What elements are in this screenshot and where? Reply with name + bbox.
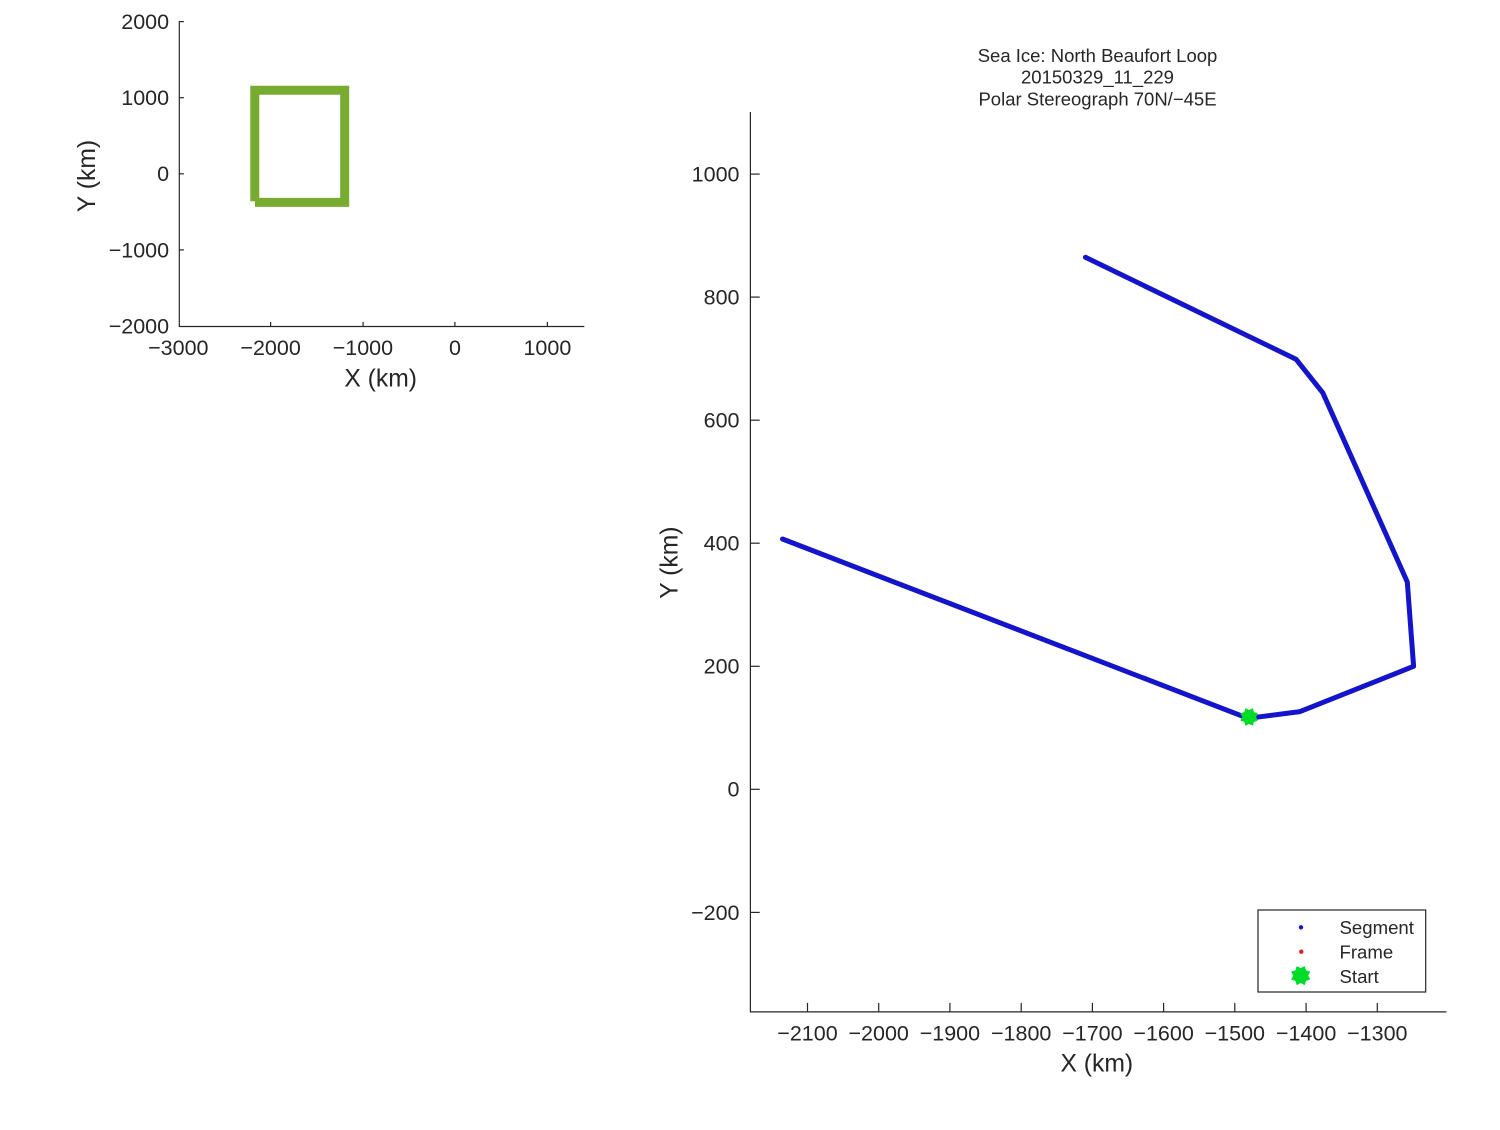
svg-text:−3000: −3000	[148, 336, 208, 360]
svg-text:1000: 1000	[121, 86, 169, 110]
svg-text:−2000: −2000	[240, 336, 300, 360]
svg-text:Sea Ice: North Beaufort Loop: Sea Ice: North Beaufort Loop	[978, 45, 1218, 66]
svg-text:−1800: −1800	[991, 1022, 1051, 1046]
svg-text:400: 400	[704, 532, 740, 556]
svg-text:800: 800	[704, 286, 740, 310]
svg-text:600: 600	[704, 409, 740, 433]
svg-text:Segment: Segment	[1340, 917, 1415, 938]
svg-text:−1400: −1400	[1276, 1022, 1336, 1046]
svg-text:2000: 2000	[121, 10, 169, 34]
svg-text:Y (km): Y (km)	[657, 526, 684, 598]
svg-text:20150329_11_229: 20150329_11_229	[1021, 67, 1174, 89]
svg-text:−1000: −1000	[333, 336, 393, 360]
svg-text:0: 0	[157, 162, 169, 186]
svg-text:Polar Stereograph 70N/−45E: Polar Stereograph 70N/−45E	[978, 88, 1216, 109]
svg-text:200: 200	[704, 655, 740, 679]
svg-text:1000: 1000	[692, 163, 740, 187]
svg-text:Start: Start	[1340, 966, 1380, 987]
svg-text:−1700: −1700	[1062, 1022, 1122, 1046]
svg-text:−1500: −1500	[1205, 1022, 1265, 1046]
svg-text:−2000: −2000	[849, 1022, 909, 1046]
svg-text:−2100: −2100	[777, 1022, 837, 1046]
svg-text:−1900: −1900	[920, 1022, 980, 1046]
svg-text:0: 0	[728, 778, 740, 802]
svg-text:−1600: −1600	[1133, 1022, 1193, 1046]
svg-text:−2000: −2000	[109, 315, 169, 339]
svg-text:X (km): X (km)	[1060, 1051, 1133, 1078]
svg-text:−200: −200	[691, 901, 739, 925]
svg-text:Frame: Frame	[1340, 942, 1394, 963]
svg-text:−1000: −1000	[109, 238, 169, 262]
svg-text:X (km): X (km)	[344, 365, 417, 392]
svg-text:1000: 1000	[523, 336, 571, 360]
svg-text:0: 0	[449, 336, 461, 360]
svg-text:−1300: −1300	[1347, 1022, 1407, 1046]
svg-text:Y (km): Y (km)	[74, 140, 101, 212]
